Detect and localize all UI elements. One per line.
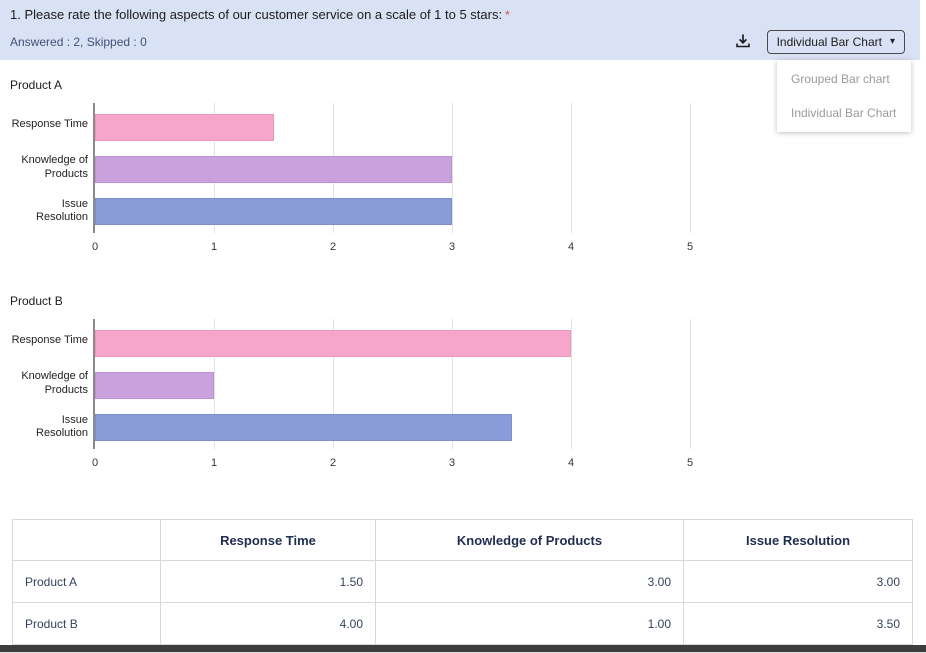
x-tick-label: 0 xyxy=(91,457,99,469)
answered-skipped-count: Answered : 2, Skipped : 0 xyxy=(10,35,147,49)
chart-body: Response Time Knowledge of Products Issue … xyxy=(10,319,691,449)
question-text: 1. Please rate the following aspects of … xyxy=(10,7,503,22)
x-tick-label: 5 xyxy=(686,241,694,253)
x-tick-label: 4 xyxy=(567,241,575,253)
plot-area xyxy=(93,319,691,449)
gridline xyxy=(452,319,453,449)
table-row-product-b: Product B 4.00 1.00 3.50 xyxy=(12,602,913,645)
cell-value: 1.50 xyxy=(160,560,376,603)
chart-type-menu: Grouped Bar chart Individual Bar Chart xyxy=(777,60,911,132)
chart-title: Product A xyxy=(10,78,63,92)
question-title: 1. Please rate the following aspects of … xyxy=(10,7,510,22)
x-tick-label: 1 xyxy=(210,241,218,253)
column-header-knowledge-of-products: Knowledge of Products xyxy=(375,519,684,561)
table-row-product-a: Product A 1.50 3.00 3.00 xyxy=(12,560,913,603)
category-label-knowledge-of-products: Knowledge of Products xyxy=(21,154,88,180)
x-axis-ticks: 0 1 2 3 4 5 xyxy=(91,241,694,257)
menu-item-individual-bar-chart[interactable]: Individual Bar Chart xyxy=(791,106,897,120)
gridline xyxy=(690,103,691,233)
x-tick-label: 3 xyxy=(448,241,456,253)
x-tick-label: 1 xyxy=(210,457,218,469)
cell-value: 3.50 xyxy=(683,602,913,645)
gridline xyxy=(571,319,572,449)
cell-value: 4.00 xyxy=(160,602,376,645)
x-tick-label: 2 xyxy=(329,241,337,253)
x-tick-label: 0 xyxy=(91,241,99,253)
category-label-response-time: Response Time xyxy=(11,117,88,130)
chart-type-select[interactable]: Individual Bar Chart ▾ xyxy=(766,30,905,54)
cell-value: 1.00 xyxy=(375,602,684,645)
category-label-response-time: Response Time xyxy=(11,333,88,346)
chart-type-selected-label: Individual Bar Chart xyxy=(776,35,882,49)
row-label: Product A xyxy=(12,560,161,603)
bar-knowledge-of-products xyxy=(95,372,214,399)
download-button[interactable] xyxy=(732,31,754,53)
download-icon xyxy=(735,33,751,52)
horizontal-scrollbar[interactable] xyxy=(0,645,926,652)
table-body: Product A 1.50 3.00 3.00 Product B 4.00 1.00 3.… xyxy=(12,560,913,645)
category-axis: Response Time Knowledge of Products Issue … xyxy=(10,103,93,233)
gridline xyxy=(214,319,215,449)
gridline xyxy=(452,103,453,233)
bar-response-time xyxy=(95,114,274,141)
category-axis: Response Time Knowledge of Products Issue … xyxy=(10,319,93,449)
summary-table: Response Time Knowledge of Products Issue … xyxy=(12,519,913,645)
gridline xyxy=(690,319,691,449)
column-header-empty xyxy=(12,519,161,561)
column-header-response-time: Response Time xyxy=(160,519,376,561)
x-axis-ticks: 0 1 2 3 4 5 xyxy=(91,457,694,473)
cell-value: 3.00 xyxy=(375,560,684,603)
bar-response-time xyxy=(95,330,571,357)
table-header-row: Response Time Knowledge of Products Issue … xyxy=(12,519,913,561)
chart-body: Response Time Knowledge of Products Issue … xyxy=(10,103,691,233)
gridline xyxy=(571,103,572,233)
category-label-knowledge-of-products: Knowledge of Products xyxy=(21,370,88,396)
question-header: 1. Please rate the following aspects of … xyxy=(0,0,920,60)
chart-product-b: Product B Response Time Knowledge of Prod… xyxy=(10,294,694,473)
category-label-issue-resolution: Issue Resolution xyxy=(36,413,88,440)
bar-issue-resolution xyxy=(95,198,452,225)
bar-knowledge-of-products xyxy=(95,156,452,183)
cell-value: 3.00 xyxy=(683,560,913,603)
x-tick-label: 3 xyxy=(448,457,456,469)
x-tick-label: 4 xyxy=(567,457,575,469)
gridline xyxy=(333,319,334,449)
bar-issue-resolution xyxy=(95,414,512,441)
chevron-down-icon: ▾ xyxy=(889,36,895,47)
chart-product-a: Product A Response Time Knowledge of Prod… xyxy=(10,78,694,257)
row-label: Product B xyxy=(12,602,161,645)
plot-area xyxy=(93,103,691,233)
x-tick-label: 5 xyxy=(686,457,694,469)
chart-title: Product B xyxy=(10,294,63,308)
column-header-issue-resolution: Issue Resolution xyxy=(683,519,913,561)
menu-item-grouped-bar-chart[interactable]: Grouped Bar chart xyxy=(791,72,890,86)
required-asterisk: * xyxy=(505,8,510,22)
category-label-issue-resolution: Issue Resolution xyxy=(36,197,88,224)
x-tick-label: 2 xyxy=(329,457,337,469)
